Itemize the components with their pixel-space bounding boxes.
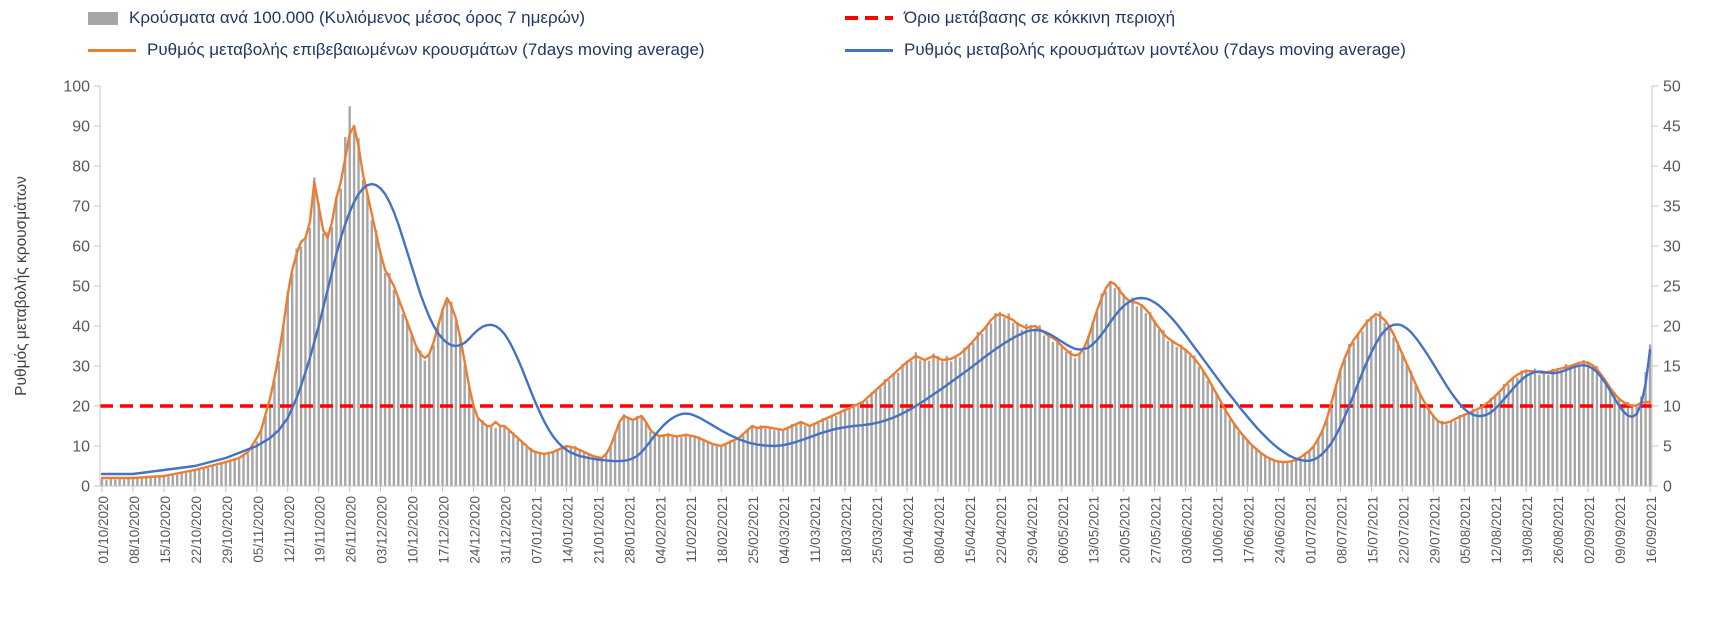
x-axis-tick-label: 06/05/2021 [1056,496,1071,564]
legend-label-model: Ρυθμός μεταβολής κρουσμάτων μοντέλου (7d… [904,40,1406,59]
x-axis-tick-label: 13/05/2021 [1087,496,1102,564]
x-axis-tick-label: 15/10/2020 [158,496,173,564]
legend-label-cases: Κρούσματα ανά 100.000 (Κυλιόμενος μέσος … [129,8,586,27]
x-axis-tick-label: 01/07/2021 [1303,496,1318,564]
legend-label-threshold: Όριο μετάβασης σε κόκκινη περιοχή [904,8,1176,27]
legend-item-red-threshold: Όριο μετάβασης σε κόκκινη περιοχή [845,8,1175,28]
y-axis-right-tick-label: 40 [1663,159,1681,176]
legend-label-confirmed: Ρυθμός μεταβολής επιβεβαιωμένων κρουσμάτ… [147,40,705,59]
y-axis-right-tick-label: 0 [1663,479,1672,496]
x-axis-tick-label: 02/09/2021 [1582,496,1597,564]
y-axis-right-tick-label: 30 [1663,239,1681,256]
x-axis-tick-label: 19/08/2021 [1520,496,1535,564]
x-axis-tick-label: 29/07/2021 [1427,496,1442,564]
y-axis-right-tick-label: 45 [1663,119,1681,136]
x-axis-tick-label: 22/10/2020 [189,496,204,564]
x-axis-tick-label: 08/04/2021 [932,496,947,564]
y-axis-left-tick-label: 50 [72,279,90,296]
x-axis-tick-label: 10/12/2020 [406,496,421,564]
x-axis-tick-label: 05/08/2021 [1458,496,1473,564]
x-axis-tick-label: 29/10/2020 [220,496,235,564]
confirmed_rate-line [100,124,1652,480]
y-axis-right-tick-label: 20 [1663,319,1681,336]
legend-item-confirmed-rate: Ρυθμός μεταβολής επιβεβαιωμένων κρουσμάτ… [88,40,705,60]
x-axis-tick-label: 16/09/2021 [1644,496,1659,564]
x-axis-tick-label: 21/01/2021 [591,496,606,564]
x-axis-tick-label: 09/09/2021 [1613,496,1628,564]
x-axis-tick-label: 26/11/2020 [344,496,359,563]
x-axis-tick-label: 20/05/2021 [1118,496,1133,564]
y-axis-left-tick-label: 40 [72,319,90,336]
x-axis-tick-label: 08/07/2021 [1334,496,1349,564]
x-axis-tick-label: 17/06/2021 [1242,496,1257,564]
x-axis-tick-label: 31/12/2020 [498,496,513,564]
bar-swatch-icon [88,11,118,25]
y-axis-right-tick-label: 5 [1663,439,1672,456]
x-axis-tick-label: 28/01/2021 [622,496,637,564]
dashed-line-swatch-icon [845,16,893,20]
x-axis-tick-label: 17/12/2020 [437,496,452,564]
y-axis-left-tick-label: 10 [72,439,90,456]
y-axis-right-tick-label: 10 [1663,399,1681,416]
y-axis-left-tick-label: 90 [72,119,90,136]
y-axis-left-tick-label: 30 [72,359,90,376]
y-axis-right-tick-label: 35 [1663,199,1681,216]
x-axis-tick-label: 22/04/2021 [994,496,1009,564]
x-axis-tick-label: 26/08/2021 [1551,496,1566,564]
model_rate-line [100,182,1652,476]
y-axis-left-tick-label: 80 [72,159,90,176]
legend-item-cases-per-100k: Κρούσματα ανά 100.000 (Κυλιόμενος μέσος … [88,8,585,28]
x-axis-tick-label: 05/11/2020 [251,496,266,563]
x-axis-tick-label: 15/07/2021 [1365,496,1380,564]
x-axis-tick-label: 22/07/2021 [1396,496,1411,564]
x-axis-tick-label: 18/03/2021 [839,496,854,564]
x-axis-tick-label: 01/04/2021 [901,496,916,564]
x-axis-tick-label: 08/10/2020 [127,496,142,564]
y-axis-left-tick-label: 70 [72,199,90,216]
x-axis-tick-label: 03/06/2021 [1180,496,1195,564]
x-axis-tick-label: 11/02/2021 [684,496,699,563]
y-axis-left-tick-label: 60 [72,239,90,256]
x-axis-tick-label: 12/08/2021 [1489,496,1504,564]
x-axis-tick-label: 25/03/2021 [870,496,885,564]
x-axis-tick-label: 24/12/2020 [468,496,483,564]
x-axis-tick-label: 01/10/2020 [96,496,111,564]
x-axis-tick-label: 25/02/2021 [746,496,761,564]
blue-line-swatch-icon [845,48,893,52]
x-axis-tick-label: 24/06/2021 [1272,496,1287,564]
legend-item-model-rate: Ρυθμός μεταβολής κρουσμάτων μοντέλου (7d… [845,40,1406,60]
bars-series [100,106,1652,487]
x-axis-tick-label: 12/11/2020 [282,496,297,563]
x-axis-tick-label: 11/03/2021 [808,496,823,563]
x-axis-tick-label: 04/02/2021 [653,496,668,564]
y-axis-right-tick-label: 15 [1663,359,1681,376]
y-axis-left-tick-label: 0 [81,479,90,496]
x-axis-tick-label: 14/01/2021 [560,496,575,564]
x-axis-tick-label: 03/12/2020 [375,496,390,564]
y-axis-left-tick-label: 20 [72,399,90,416]
x-axis-tick-label: 18/02/2021 [715,496,730,564]
x-axis-tick-label: 27/05/2021 [1149,496,1164,564]
x-axis-tick-label: 29/04/2021 [1025,496,1040,564]
axes: 0 10 20 30 40 50 60 70 80 90 100 0 5 10 15 20 25 30 35 40 45… [63,79,1681,564]
y-axis-left-tick-label: 100 [63,79,90,96]
x-axis-tick-label: 07/01/2021 [529,496,544,564]
y-axis-right-tick-label: 25 [1663,279,1681,296]
orange-line-swatch-icon [88,48,136,52]
x-axis-tick-label: 15/04/2021 [963,496,978,564]
y-axis-right-tick-label: 50 [1663,79,1681,96]
y-axis-title: Ρυθμός μεταβολής κρουσμάτων [13,176,30,396]
x-axis-tick-label: 10/06/2021 [1211,496,1226,564]
x-axis-tick-label: 19/11/2020 [313,496,328,563]
x-axis-tick-label: 04/03/2021 [777,496,792,564]
